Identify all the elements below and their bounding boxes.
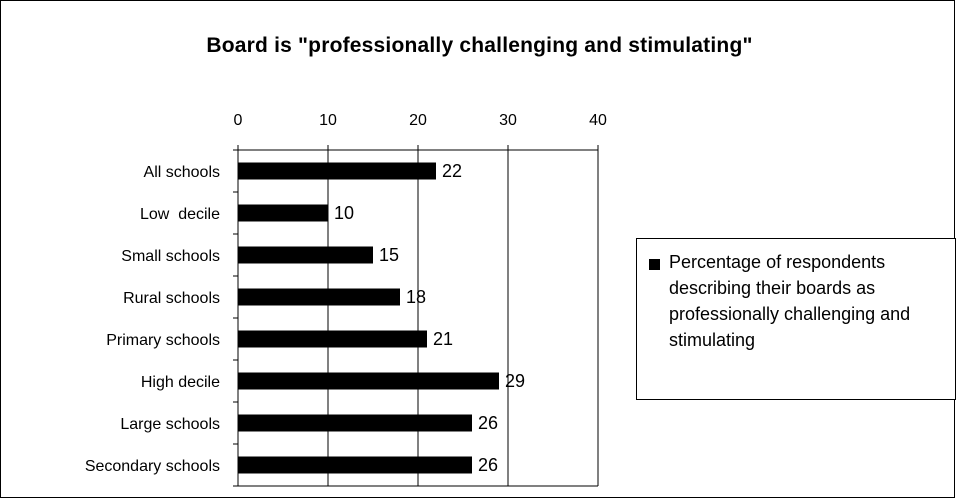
- chart-title: Board is "professionally challenging and…: [206, 34, 753, 57]
- data-label: 18: [406, 287, 426, 307]
- bar: [238, 204, 328, 222]
- data-label: 21: [433, 329, 453, 349]
- data-label: 15: [379, 245, 399, 265]
- x-tick-label: 40: [589, 112, 607, 129]
- bar: [238, 414, 472, 432]
- data-label: 10: [334, 203, 354, 223]
- category-label: High decile: [141, 374, 220, 391]
- category-label: All schools: [144, 164, 220, 181]
- category-label: Secondary schools: [85, 458, 220, 475]
- category-label: Rural schools: [123, 290, 220, 307]
- data-label: 22: [442, 161, 462, 181]
- bar: [238, 162, 436, 180]
- x-tick-label: 30: [499, 112, 517, 129]
- bar: [238, 330, 427, 348]
- bar: [238, 246, 373, 264]
- category-label: Primary schools: [106, 332, 220, 349]
- x-tick-label: 20: [409, 112, 427, 129]
- category-label: Low decile: [140, 206, 220, 223]
- data-label: 26: [478, 413, 498, 433]
- data-label: 26: [478, 455, 498, 475]
- data-label: 29: [505, 371, 525, 391]
- bar: [238, 288, 400, 306]
- legend: Percentage of respondents describing the…: [636, 238, 956, 400]
- category-label: Small schools: [121, 248, 220, 265]
- x-tick-label: 0: [234, 112, 243, 129]
- x-tick-label: 10: [319, 112, 337, 129]
- legend-swatch: [649, 259, 660, 270]
- bar: [238, 372, 499, 390]
- category-label: Large schools: [120, 416, 220, 433]
- bar: [238, 456, 472, 474]
- legend-label: Percentage of respondents describing the…: [669, 252, 911, 350]
